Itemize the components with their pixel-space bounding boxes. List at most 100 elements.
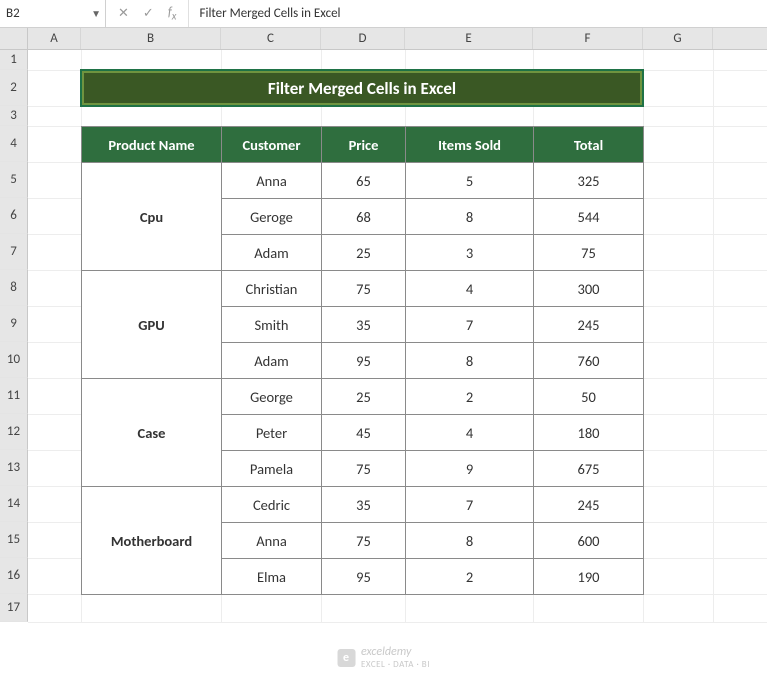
customer-cell[interactable]: Peter	[222, 415, 322, 451]
formula-bar-input[interactable]: Filter Merged Cells in Excel	[189, 6, 767, 21]
product-cell[interactable]: Cpu	[82, 163, 222, 271]
items_sold-cell[interactable]: 7	[406, 307, 534, 343]
product-cell[interactable]: Motherboard	[82, 487, 222, 595]
table-row[interactable]: MotherboardCedric357245	[82, 487, 644, 523]
sheet-area[interactable]: Filter Merged Cells in Excel Product Nam…	[28, 50, 767, 622]
items_sold-cell[interactable]: 4	[406, 415, 534, 451]
product-cell[interactable]: GPU	[82, 271, 222, 379]
total-cell[interactable]: 325	[534, 163, 644, 199]
confirm-icon: ✓	[143, 6, 154, 21]
table-column-header[interactable]: Customer	[222, 127, 322, 163]
customer-cell[interactable]: Christian	[222, 271, 322, 307]
total-cell[interactable]: 50	[534, 379, 644, 415]
price-cell[interactable]: 25	[322, 379, 406, 415]
table-column-header[interactable]: Items Sold	[406, 127, 534, 163]
row-header[interactable]: 2	[0, 70, 28, 106]
items_sold-cell[interactable]: 5	[406, 163, 534, 199]
price-cell[interactable]: 25	[322, 235, 406, 271]
price-cell[interactable]: 95	[322, 559, 406, 595]
price-cell[interactable]: 75	[322, 451, 406, 487]
column-header[interactable]: A	[28, 28, 81, 49]
total-cell[interactable]: 600	[534, 523, 644, 559]
row-header[interactable]: 3	[0, 106, 28, 126]
column-header[interactable]: F	[533, 28, 643, 49]
table-row[interactable]: GPUChristian754300	[82, 271, 644, 307]
column-header-row: ABCDEFG	[0, 28, 767, 50]
data-table: Product NameCustomerPriceItems SoldTotal…	[81, 126, 644, 595]
customer-cell[interactable]: Elma	[222, 559, 322, 595]
select-all-corner[interactable]	[0, 28, 28, 49]
column-header[interactable]: E	[405, 28, 533, 49]
price-cell[interactable]: 35	[322, 307, 406, 343]
total-cell[interactable]: 300	[534, 271, 644, 307]
column-header[interactable]: B	[81, 28, 221, 49]
price-cell[interactable]: 75	[322, 523, 406, 559]
total-cell[interactable]: 180	[534, 415, 644, 451]
items_sold-cell[interactable]: 4	[406, 271, 534, 307]
total-cell[interactable]: 245	[534, 307, 644, 343]
items_sold-cell[interactable]: 2	[406, 379, 534, 415]
row-header[interactable]: 17	[0, 594, 28, 622]
items_sold-cell[interactable]: 8	[406, 199, 534, 235]
items_sold-cell[interactable]: 7	[406, 487, 534, 523]
price-cell[interactable]: 65	[322, 163, 406, 199]
total-cell[interactable]: 75	[534, 235, 644, 271]
row-header[interactable]: 9	[0, 306, 28, 342]
price-cell[interactable]: 68	[322, 199, 406, 235]
items_sold-cell[interactable]: 9	[406, 451, 534, 487]
price-cell[interactable]: 95	[322, 343, 406, 379]
table-row[interactable]: CaseGeorge25250	[82, 379, 644, 415]
items_sold-cell[interactable]: 8	[406, 523, 534, 559]
table-column-header[interactable]: Price	[322, 127, 406, 163]
price-cell[interactable]: 75	[322, 271, 406, 307]
table-column-header[interactable]: Total	[534, 127, 644, 163]
total-cell[interactable]: 544	[534, 199, 644, 235]
price-cell[interactable]: 45	[322, 415, 406, 451]
customer-cell[interactable]: George	[222, 379, 322, 415]
customer-cell[interactable]: Adam	[222, 235, 322, 271]
row-header[interactable]: 12	[0, 414, 28, 450]
table-header-row: Product NameCustomerPriceItems SoldTotal	[82, 127, 644, 163]
row-header[interactable]: 15	[0, 522, 28, 558]
row-header[interactable]: 4	[0, 126, 28, 162]
row-header[interactable]: 10	[0, 342, 28, 378]
row-header[interactable]: 5	[0, 162, 28, 198]
row-header[interactable]: 13	[0, 450, 28, 486]
formula-content: Filter Merged Cells in Excel	[199, 6, 340, 21]
total-cell[interactable]: 190	[534, 559, 644, 595]
items_sold-cell[interactable]: 2	[406, 559, 534, 595]
customer-cell[interactable]: Anna	[222, 163, 322, 199]
row-header[interactable]: 14	[0, 486, 28, 522]
customer-cell[interactable]: Anna	[222, 523, 322, 559]
column-header[interactable]: C	[221, 28, 321, 49]
customer-cell[interactable]: Cedric	[222, 487, 322, 523]
row-header[interactable]: 7	[0, 234, 28, 270]
title-merged-cell[interactable]: Filter Merged Cells in Excel	[81, 70, 643, 106]
fx-icon[interactable]: fx	[168, 5, 177, 23]
row-header[interactable]: 1	[0, 50, 28, 70]
watermark: e exceldemy EXCEL · DATA · BI	[337, 645, 430, 670]
total-cell[interactable]: 245	[534, 487, 644, 523]
table-column-header[interactable]: Product Name	[82, 127, 222, 163]
column-header[interactable]: D	[321, 28, 405, 49]
column-header[interactable]: G	[643, 28, 713, 49]
items_sold-cell[interactable]: 3	[406, 235, 534, 271]
row-header[interactable]: 6	[0, 198, 28, 234]
items_sold-cell[interactable]: 8	[406, 343, 534, 379]
table-row[interactable]: CpuAnna655325	[82, 163, 644, 199]
price-cell[interactable]: 35	[322, 487, 406, 523]
row-header[interactable]: 16	[0, 558, 28, 594]
row-header[interactable]: 11	[0, 378, 28, 414]
table-body: CpuAnna655325Geroge688544Adam25375GPUChr…	[82, 163, 644, 595]
name-box-dropdown-icon[interactable]: ▼	[91, 7, 101, 20]
total-cell[interactable]: 760	[534, 343, 644, 379]
name-box[interactable]: B2 ▼	[0, 0, 106, 27]
customer-cell[interactable]: Adam	[222, 343, 322, 379]
customer-cell[interactable]: Pamela	[222, 451, 322, 487]
product-cell[interactable]: Case	[82, 379, 222, 487]
total-cell[interactable]: 675	[534, 451, 644, 487]
row-header[interactable]: 8	[0, 270, 28, 306]
customer-cell[interactable]: Geroge	[222, 199, 322, 235]
title-text: Filter Merged Cells in Excel	[268, 78, 456, 99]
customer-cell[interactable]: Smith	[222, 307, 322, 343]
